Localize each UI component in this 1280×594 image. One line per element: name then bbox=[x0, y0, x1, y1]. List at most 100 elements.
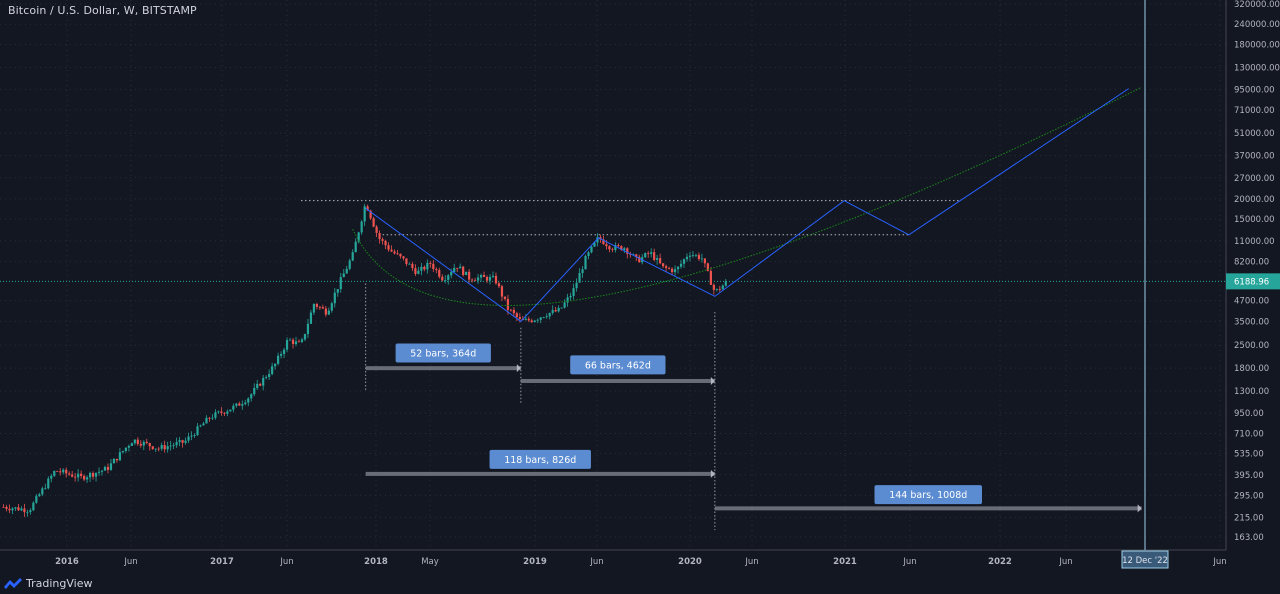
candle-body bbox=[151, 446, 154, 450]
candle-body bbox=[20, 508, 23, 511]
candle-body bbox=[485, 277, 489, 281]
price-tick-label: 240000.00 bbox=[1234, 20, 1280, 30]
candle-body bbox=[429, 262, 432, 264]
candle-body bbox=[306, 323, 310, 334]
candle-body bbox=[405, 258, 408, 264]
candle-body bbox=[29, 510, 32, 512]
candle-body bbox=[602, 239, 605, 245]
time-tick-label: 2017 bbox=[210, 557, 234, 567]
cursor-date-badge bbox=[1121, 550, 1169, 569]
candle-body bbox=[497, 283, 501, 287]
candle-body bbox=[396, 253, 399, 255]
candle-body bbox=[596, 237, 599, 243]
candle-body bbox=[471, 279, 474, 281]
candle-body bbox=[62, 469, 65, 473]
candle-body bbox=[223, 412, 226, 414]
tradingview-logo-icon bbox=[4, 578, 22, 589]
price-tick-label: 51000.00 bbox=[1234, 129, 1275, 139]
price-tick-label: 4700.00 bbox=[1234, 297, 1269, 307]
candle-body bbox=[229, 409, 232, 412]
candle-body bbox=[441, 276, 444, 281]
candle-body bbox=[563, 302, 566, 308]
time-tick-label: Jun bbox=[279, 557, 293, 567]
time-tick-label: 2022 bbox=[988, 557, 1012, 567]
candle-body bbox=[232, 405, 235, 410]
candle-body bbox=[187, 436, 190, 441]
candle-body bbox=[83, 475, 86, 480]
time-tick-label: 2021 bbox=[833, 557, 857, 567]
measurement-label: 52 bars, 364d bbox=[410, 348, 476, 359]
candle-body bbox=[473, 280, 477, 282]
candle-body bbox=[524, 318, 527, 320]
candle-body bbox=[41, 488, 44, 495]
candle-body bbox=[282, 349, 286, 355]
candle-body bbox=[545, 316, 548, 318]
candle-body bbox=[214, 412, 217, 418]
candle-body bbox=[691, 255, 695, 256]
candle-body bbox=[590, 246, 593, 253]
grid bbox=[0, 0, 1226, 550]
price-tick-label: 163.00 bbox=[1234, 533, 1264, 543]
candle-body bbox=[145, 441, 148, 444]
candle-body bbox=[465, 271, 468, 276]
candle-body bbox=[491, 275, 495, 277]
candle-body bbox=[381, 239, 384, 241]
candle-body bbox=[190, 435, 193, 437]
candle-body bbox=[575, 282, 578, 289]
candle-body bbox=[697, 254, 701, 260]
candle-body bbox=[569, 295, 572, 298]
candle-body bbox=[279, 354, 283, 356]
candle-body bbox=[133, 439, 136, 444]
candle-body bbox=[482, 275, 486, 278]
candle-body bbox=[724, 281, 727, 286]
candle-body bbox=[450, 272, 453, 276]
time-tick-label: Jun bbox=[589, 557, 603, 567]
candle-body bbox=[274, 363, 277, 367]
candle-body bbox=[80, 473, 83, 476]
price-tick-label: 11000.00 bbox=[1234, 237, 1275, 247]
candle-body bbox=[653, 252, 656, 260]
candle-body bbox=[688, 255, 692, 257]
candle-body bbox=[130, 443, 133, 446]
candle-body bbox=[8, 508, 11, 511]
candle-body bbox=[399, 253, 402, 257]
price-tick-label: 1800.00 bbox=[1234, 364, 1269, 374]
candle-body bbox=[721, 285, 724, 290]
candle-body bbox=[536, 319, 539, 321]
candle-body bbox=[184, 440, 187, 443]
measurement: 144 bars, 1008d bbox=[714, 485, 1142, 513]
candle-body bbox=[608, 246, 611, 250]
candle-body bbox=[453, 267, 456, 273]
candle-body bbox=[357, 232, 360, 242]
candle-body bbox=[566, 297, 569, 303]
time-tick-label: 2018 bbox=[364, 557, 388, 567]
candle-body bbox=[106, 466, 110, 470]
price-tick-label: 130000.00 bbox=[1234, 63, 1280, 73]
tradingview-brand[interactable]: TradingView bbox=[4, 575, 92, 591]
candle-body bbox=[205, 417, 208, 424]
cursor-date-label: 12 Dec '22 bbox=[1122, 556, 1168, 566]
candle-body bbox=[351, 252, 354, 261]
measurement-bar bbox=[520, 378, 715, 383]
candle-body bbox=[300, 339, 304, 342]
price-tick-label: 395.00 bbox=[1234, 471, 1264, 481]
candle-body bbox=[659, 258, 662, 264]
candle-body bbox=[372, 218, 375, 227]
candle-body bbox=[178, 440, 181, 443]
candle-body bbox=[584, 255, 587, 270]
candle-body bbox=[390, 249, 393, 252]
candle-body bbox=[527, 318, 530, 321]
candle-body bbox=[235, 403, 238, 406]
price-tick-label: 710.00 bbox=[1234, 430, 1264, 440]
candle-body bbox=[175, 442, 178, 446]
price-tick-label: 8200.00 bbox=[1234, 258, 1269, 268]
candle-body bbox=[5, 506, 8, 509]
candle-body bbox=[432, 263, 435, 270]
candle-body bbox=[94, 472, 98, 477]
candle-body bbox=[321, 307, 324, 309]
candle-body bbox=[635, 254, 638, 257]
candle-body bbox=[476, 277, 480, 281]
candle-body bbox=[378, 232, 381, 240]
